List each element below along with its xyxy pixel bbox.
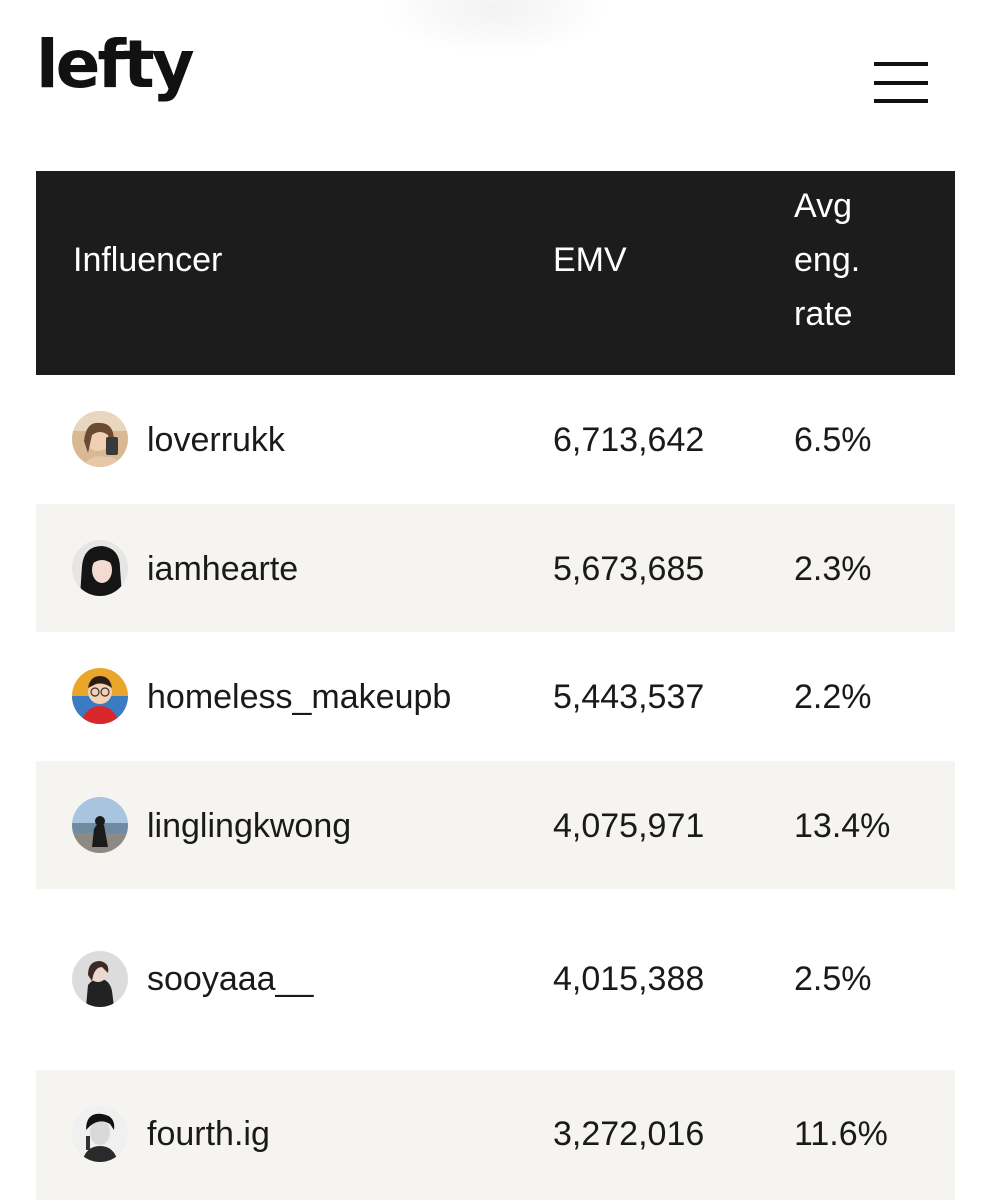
emv-value: 3,272,016 bbox=[553, 1115, 705, 1153]
emv-value: 4,075,971 bbox=[553, 807, 705, 845]
avatar bbox=[72, 1106, 128, 1162]
engagement-rate-value: 6.5% bbox=[794, 421, 872, 459]
emv-value: 5,673,685 bbox=[553, 550, 705, 588]
table-row[interactable]: loverrukk 6,713,642 6.5% bbox=[36, 375, 955, 504]
table-row[interactable]: linglingkwong 4,075,971 13.4% bbox=[36, 761, 955, 889]
menu-icon-bar bbox=[874, 99, 928, 103]
menu-icon-bar bbox=[874, 81, 928, 85]
column-header-emv: EMV bbox=[553, 241, 627, 279]
emv-value: 4,015,388 bbox=[553, 960, 705, 998]
engagement-rate-value: 2.5% bbox=[794, 960, 872, 998]
table-header: Influencer EMV Avg eng. rate bbox=[36, 171, 955, 375]
table-row[interactable]: iamhearte 5,673,685 2.3% bbox=[36, 504, 955, 632]
avatar bbox=[72, 540, 128, 596]
avatar bbox=[72, 797, 128, 853]
emv-value: 5,443,537 bbox=[553, 678, 705, 716]
engagement-rate-value: 2.2% bbox=[794, 678, 872, 716]
menu-icon-bar bbox=[874, 62, 928, 66]
table-row[interactable]: fourth.ig 3,272,016 11.6% bbox=[36, 1070, 955, 1200]
engagement-rate-value: 11.6% bbox=[794, 1115, 888, 1153]
lefty-logo[interactable]: lefty bbox=[36, 26, 195, 103]
table-row[interactable]: sooyaaa__ 4,015,388 2.5% bbox=[36, 889, 955, 1070]
influencer-username[interactable]: sooyaaa__ bbox=[147, 960, 314, 998]
avatar bbox=[72, 951, 128, 1007]
influencer-username[interactable]: homeless_makeupb bbox=[147, 678, 452, 716]
avatar bbox=[72, 668, 128, 724]
influencer-ranking-table: Influencer EMV Avg eng. rate loverrukk 6… bbox=[36, 171, 955, 1200]
influencer-username[interactable]: loverrukk bbox=[147, 421, 285, 459]
column-header-rate-line: Avg bbox=[794, 187, 852, 225]
hamburger-menu-button[interactable] bbox=[868, 56, 932, 112]
influencer-username[interactable]: linglingkwong bbox=[147, 807, 352, 845]
column-header-influencer: Influencer bbox=[73, 241, 223, 279]
influencer-username[interactable]: iamhearte bbox=[147, 550, 299, 588]
avatar bbox=[72, 411, 128, 467]
table-row[interactable]: homeless_makeupb 5,443,537 2.2% bbox=[36, 632, 955, 761]
influencer-username[interactable]: fourth.ig bbox=[147, 1115, 270, 1153]
site-header: lefty bbox=[0, 0, 991, 170]
column-header-avg-eng-rate: Avg eng. rate bbox=[794, 179, 914, 341]
engagement-rate-value: 13.4% bbox=[794, 807, 891, 845]
engagement-rate-value: 2.3% bbox=[794, 550, 872, 588]
column-header-rate-line: rate bbox=[794, 295, 853, 333]
emv-value: 6,713,642 bbox=[553, 421, 705, 459]
column-header-rate-line: eng. bbox=[794, 241, 861, 279]
